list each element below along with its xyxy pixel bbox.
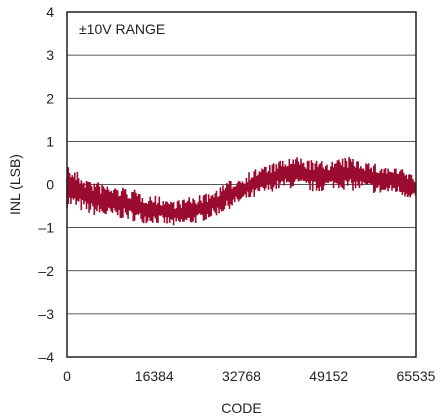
x-tick-label: 0	[63, 368, 71, 384]
y-tick-label: –4	[38, 349, 54, 365]
y-tick-label: 0	[46, 177, 54, 193]
x-tick-label: 49152	[309, 368, 348, 384]
gridlines	[67, 54, 416, 315]
y-tick-label: –2	[38, 263, 54, 279]
y-tick-label: –1	[38, 220, 54, 236]
x-tick-label: 65535	[397, 368, 436, 384]
y-tick-label: 2	[46, 90, 54, 106]
y-tick-label: 4	[46, 4, 54, 20]
x-tick-label: 32768	[222, 368, 261, 384]
y-tick-label: 3	[46, 47, 54, 63]
y-axis-title: INL (LSB)	[7, 154, 23, 215]
inl-band	[66, 156, 417, 226]
y-tick-label: 1	[46, 133, 54, 149]
y-tick-labels: –4 –3 –2 –1 0 1 2 3 4	[38, 4, 54, 365]
inl-series	[66, 156, 417, 226]
x-tick-labels: 0 16384 32768 49152 65535	[63, 368, 436, 384]
x-tick-label: 16384	[135, 368, 174, 384]
y-tick-label: –3	[38, 306, 54, 322]
range-annotation: ±10V RANGE	[79, 21, 165, 37]
plot-frame	[66, 11, 417, 358]
x-axis-title: CODE	[221, 400, 261, 416]
